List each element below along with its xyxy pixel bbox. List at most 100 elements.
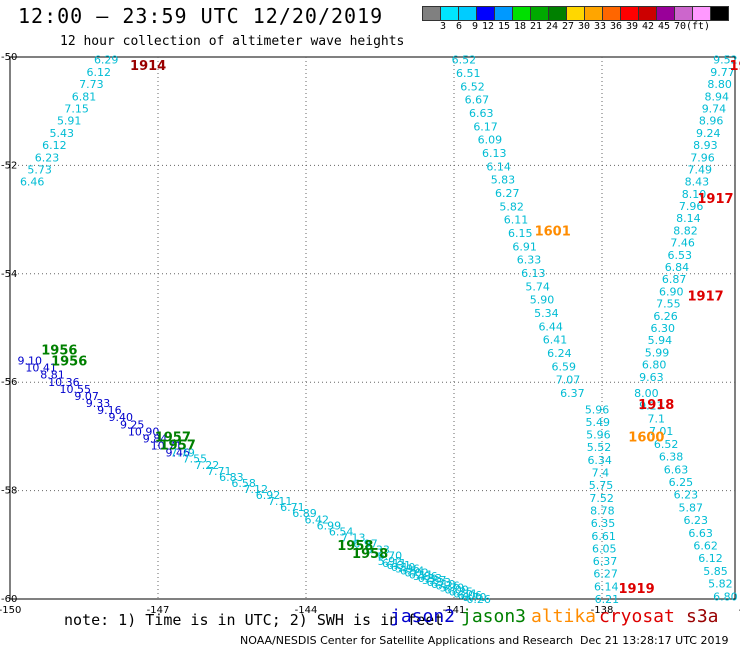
- track-1601-value: 6.51: [456, 67, 481, 80]
- track-1601-value: 6.44: [538, 320, 563, 333]
- track-1916-value: 5.94: [648, 334, 673, 347]
- track-1600-value: 6.61: [591, 530, 616, 543]
- track-1956-value: 10.90: [128, 425, 160, 438]
- track-1958-value: 6.11: [382, 557, 407, 570]
- track-1958-value: 6.11: [453, 587, 478, 600]
- track-1600-value: 6.27: [593, 568, 618, 581]
- track-1600-value: 5.75: [589, 479, 614, 492]
- pass-label: 1917: [688, 289, 724, 304]
- track-1601-value: 6.14: [486, 160, 511, 173]
- track-1956-value: 10.71: [151, 440, 183, 453]
- pass-label: 1957: [155, 430, 191, 445]
- pass-label: 1914: [130, 59, 166, 74]
- track-1918-value: 5.85: [703, 565, 728, 578]
- track-1600-value: 5.96: [586, 429, 611, 442]
- track-1601-value: 6.27: [495, 187, 520, 200]
- track-1601-value: 6.37: [560, 387, 585, 400]
- track-1918-value: 6.38: [659, 451, 684, 464]
- scale-label-5: 18: [513, 21, 526, 32]
- track-1956-value: 9.33: [86, 397, 111, 410]
- legend-jason3: jason3: [461, 606, 527, 627]
- pass-label: 1918: [638, 398, 674, 413]
- lon-label: -141: [443, 605, 466, 616]
- track-1916-value: 7.49: [687, 163, 712, 176]
- track-1600-value: 5.52: [587, 441, 612, 454]
- track-1916-value: 9.24: [696, 127, 721, 140]
- scale-label-1: 6: [455, 21, 462, 32]
- track-1918-value: 7.1: [648, 412, 666, 425]
- track-1601-value: 6.33: [517, 254, 542, 267]
- map-title: 12:00 – 23:59 UTC 12/20/2019: [18, 4, 384, 28]
- track-1916-value: 9.52: [713, 54, 738, 67]
- scale-swatch-16: [710, 6, 729, 21]
- legend-altika: altika: [531, 606, 597, 627]
- scale-label-12: 39: [625, 21, 638, 32]
- scale-label-8: 27: [561, 21, 574, 32]
- track-1600-value: 5.96: [585, 403, 610, 416]
- track-1600-value: 6.05: [592, 542, 617, 555]
- track-1918-value: 6.52: [654, 438, 679, 451]
- track-1958-value: 6.10: [431, 578, 456, 591]
- track-1601-value: 6.17: [473, 120, 498, 133]
- track-1600-value: 7.4: [592, 467, 610, 480]
- legend-jason2: jason2: [390, 606, 456, 627]
- track-1914-value: 5.43: [50, 127, 75, 140]
- color-scale-labels: 3 6 9 12 15 18 21 24 27 30 33 36 39 42 45 70 (ft): [422, 21, 711, 32]
- pass-label: 1957: [160, 439, 196, 454]
- track-1600-value: 6.14: [594, 580, 619, 593]
- track-1601-value: 5.74: [525, 280, 550, 293]
- track-1956-value: 9.07: [74, 390, 99, 403]
- lon-label: -150: [0, 605, 21, 616]
- track-1956-value: 10.41: [25, 362, 57, 375]
- track-1957-value: 7.79: [170, 447, 195, 460]
- scale-label-0: 3: [439, 21, 446, 32]
- track-1957-value: 6.58: [231, 477, 256, 490]
- track-1918-value: 5.82: [708, 578, 733, 591]
- track-1958-value: 6.06: [458, 589, 483, 602]
- track-1916-value: 8.80: [707, 78, 732, 91]
- track-1956-value: 9.40: [109, 411, 134, 424]
- track-1918-value: 6.23: [674, 489, 699, 502]
- track-1957-value: 7.12: [244, 483, 269, 496]
- track-1600-value: 6.34: [587, 454, 612, 467]
- track-1958-value: 5.96: [395, 563, 420, 576]
- generation-timestamp: Dec 21 13:28:17 UTC 2019: [580, 634, 729, 647]
- track-1958-value: 6.10: [391, 561, 416, 574]
- track-1916-value: 6.87: [662, 273, 687, 286]
- legend-cryosat: cryosat: [599, 606, 675, 627]
- scale-label-16: (ft): [686, 21, 711, 32]
- track-1916-value: 8.82: [673, 224, 698, 237]
- lon-label: -147: [147, 605, 170, 616]
- track-1956-value: 9.84: [143, 432, 168, 445]
- track-1916-value: 8.10: [682, 188, 707, 201]
- color-scale-bar: [422, 6, 729, 21]
- track-1914-value: 5.73: [27, 163, 52, 176]
- track-1601-value: 6.15: [508, 227, 533, 240]
- credit-text: NOAA/NESDIS Center for Satellite Applica…: [240, 634, 574, 647]
- track-1600-value: 6.21: [595, 593, 620, 606]
- track-1916-value: 8.14: [676, 212, 701, 225]
- footer-note: note: 1) Time is in UTC; 2) SWH is in fe…: [64, 611, 444, 629]
- track-1958-value: 5.87: [422, 574, 447, 587]
- track-1601-value: 6.09: [478, 134, 503, 147]
- scale-label-14: 45: [657, 21, 670, 32]
- track-1916-value: 7.46: [670, 237, 695, 250]
- track-1958-value: 6.25: [449, 585, 474, 598]
- scale-label-3: 12: [481, 21, 494, 32]
- pass-label: 1958: [352, 547, 388, 562]
- track-1957-value: 6.42: [304, 513, 329, 526]
- lat-label: -60: [1, 594, 17, 605]
- track-1601-value: 6.52: [460, 80, 485, 93]
- track-1958-value: 6.11: [409, 568, 434, 581]
- lon-label: -138: [591, 605, 614, 616]
- track-1601-value: 5.34: [534, 307, 559, 320]
- track-1600-value: 6.35: [591, 517, 616, 530]
- scale-label-10: 33: [593, 21, 606, 32]
- pass-label: 1956: [41, 344, 77, 359]
- track-1600-value: 5.49: [585, 416, 610, 429]
- track-1601-value: 6.91: [512, 240, 537, 253]
- track-1918-value: 6.25: [669, 476, 694, 489]
- track-1914-value: 5.91: [57, 115, 82, 128]
- track-1957-value: 6.33: [365, 544, 390, 557]
- track-1914-value: 6.23: [35, 151, 60, 164]
